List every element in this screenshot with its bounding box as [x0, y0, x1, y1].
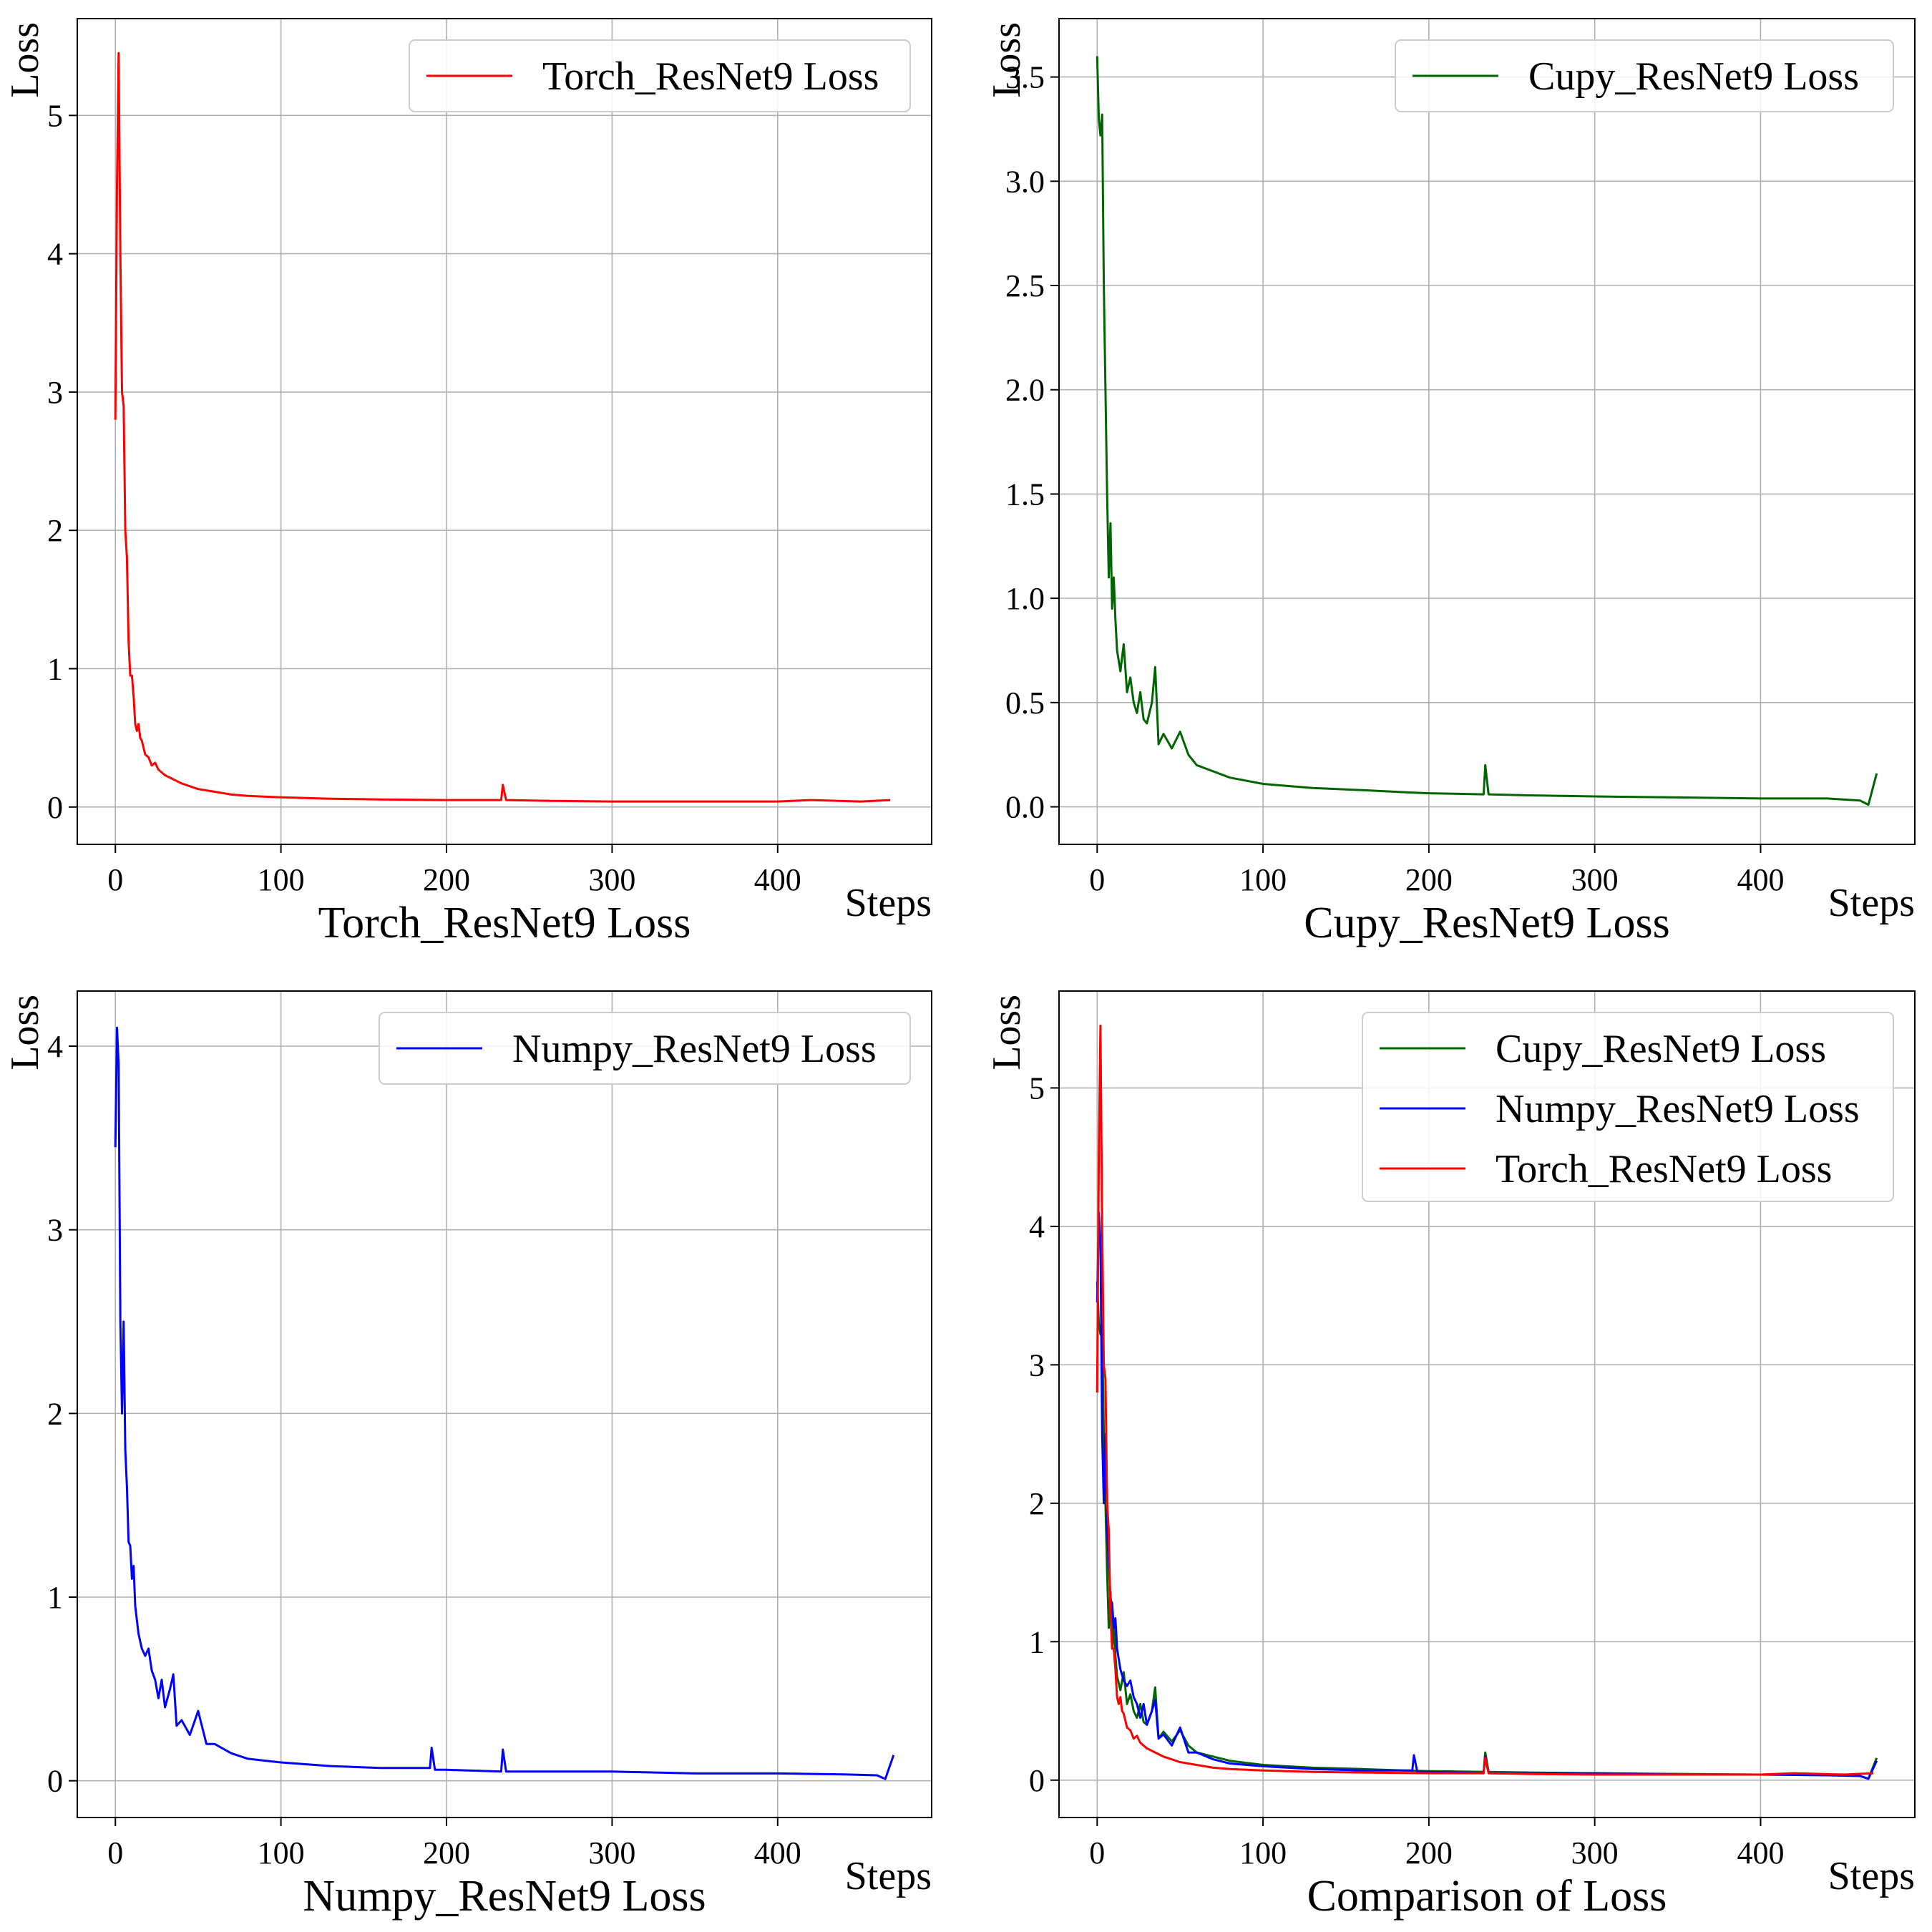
- legend-box: [1395, 39, 1894, 112]
- x-tick-label: 0: [1089, 862, 1105, 897]
- x-tick-label: 400: [1737, 1835, 1784, 1870]
- y-tick-label: 3: [47, 375, 63, 410]
- torch-legend-label: Torch_ResNet9 Loss: [542, 54, 879, 99]
- x-tick-label: 400: [1737, 862, 1784, 897]
- numpy-legend-label: Numpy_ResNet9 Loss: [512, 1027, 877, 1071]
- y-tick-label: 2: [47, 513, 63, 548]
- legend-box: [379, 1012, 911, 1085]
- y-tick-label: 0.5: [1005, 686, 1045, 721]
- legend-box: [1362, 1012, 1894, 1202]
- subplot-4: 0 100 200 300 400 0 1 2 3 4 5 Steps Loss Comparison o…: [985, 990, 1916, 1921]
- y-tick-label: 3.5: [1005, 60, 1045, 95]
- subplot-title: Comparison of Loss: [1307, 1872, 1667, 1921]
- x-tick-label: 0: [1089, 1835, 1105, 1870]
- y-tick-label: 1.5: [1005, 477, 1045, 512]
- x-tick-label: 100: [258, 1835, 305, 1870]
- x-tick-label: 200: [1405, 862, 1453, 897]
- x-axis-label: Steps: [845, 1854, 932, 1898]
- torch-legend-label: Torch_ResNet9 Loss: [1496, 1147, 1832, 1191]
- subplot-2: 0 100 200 300 400 0.0 0.5 1.0 1.5 2.0 2.5 3.0 3.5 Ste…: [985, 18, 1916, 947]
- y-tick-label: 5: [1029, 1070, 1045, 1106]
- x-tick-label: 200: [423, 862, 470, 897]
- y-tick-label: 1.0: [1005, 581, 1045, 616]
- y-tick-label: 1: [47, 652, 63, 687]
- x-tick-label: 0: [107, 862, 123, 897]
- numpy-loss-line: [1096, 1211, 1878, 1780]
- axes-frame: [1058, 990, 1916, 1818]
- torch-loss-line: [114, 52, 891, 803]
- x-tick-label: 200: [423, 1835, 470, 1870]
- x-tick-label: 300: [1571, 862, 1619, 897]
- y-axis-label: Loss: [3, 22, 47, 98]
- x-tick-label: 300: [1571, 1835, 1619, 1870]
- y-tick-label: 1: [1029, 1624, 1045, 1659]
- y-tick-label: 4: [1029, 1209, 1045, 1244]
- numpy-loss-line: [114, 1026, 895, 1780]
- y-tick-label: 1: [47, 1580, 63, 1615]
- y-axis-label: Loss: [3, 995, 47, 1070]
- y-tick-label: 2: [1029, 1486, 1045, 1521]
- y-tick-label: 4: [47, 237, 63, 272]
- x-tick-label: 400: [754, 862, 801, 897]
- axes-frame: [77, 990, 932, 1818]
- numpy-legend-label: Numpy_ResNet9 Loss: [1496, 1087, 1860, 1131]
- torch-loss-line: [1096, 1024, 1874, 1776]
- x-tick-label: 200: [1405, 1835, 1453, 1870]
- x-tick-label: 400: [754, 1835, 801, 1870]
- axes-frame: [1058, 18, 1916, 845]
- x-tick-label: 100: [1239, 862, 1287, 897]
- x-tick-label: 300: [588, 1835, 635, 1870]
- subplot-title: Numpy_ResNet9 Loss: [303, 1872, 706, 1921]
- y-tick-label: 0: [47, 790, 63, 825]
- subplot-1: 0 100 200 300 400 0 1 2 3 4 5 Steps Loss Torch_ResNet…: [3, 18, 932, 947]
- y-tick-label: 3: [1029, 1347, 1045, 1382]
- subplot-title: Cupy_ResNet9 Loss: [1304, 899, 1670, 947]
- y-tick-label: 3.0: [1005, 164, 1045, 199]
- cupy-loss-line: [1096, 1282, 1878, 1780]
- subplot-3: 0 100 200 300 400 0 1 2 3 4 Steps Loss Numpy_ResNet9…: [3, 990, 932, 1921]
- y-tick-label: 0.0: [1005, 790, 1045, 825]
- y-tick-label: 0: [1029, 1763, 1045, 1798]
- y-tick-label: 2.5: [1005, 268, 1045, 303]
- subplot-title: Torch_ResNet9 Loss: [318, 899, 691, 947]
- cupy-legend-label: Cupy_ResNet9 Loss: [1528, 54, 1859, 99]
- x-axis-label: Steps: [1828, 881, 1915, 925]
- y-tick-label: 2.0: [1005, 373, 1045, 408]
- y-tick-label: 4: [47, 1029, 63, 1064]
- y-tick-label: 0: [47, 1764, 63, 1799]
- x-axis-label: Steps: [1828, 1854, 1915, 1898]
- y-axis-label: Loss: [985, 22, 1029, 98]
- y-tick-label: 3: [47, 1213, 63, 1248]
- x-tick-label: 300: [588, 862, 635, 897]
- y-tick-label: 5: [47, 98, 63, 133]
- x-axis-label: Steps: [845, 881, 932, 925]
- axes-frame: [77, 18, 932, 845]
- x-tick-label: 0: [107, 1835, 123, 1870]
- x-tick-label: 100: [1239, 1835, 1287, 1870]
- y-tick-label: 2: [47, 1396, 63, 1431]
- y-axis-label: Loss: [985, 995, 1029, 1070]
- cupy-legend-label: Cupy_ResNet9 Loss: [1496, 1027, 1826, 1071]
- legend-box: [409, 39, 911, 112]
- cupy-loss-line: [1096, 56, 1878, 806]
- x-tick-label: 100: [258, 862, 305, 897]
